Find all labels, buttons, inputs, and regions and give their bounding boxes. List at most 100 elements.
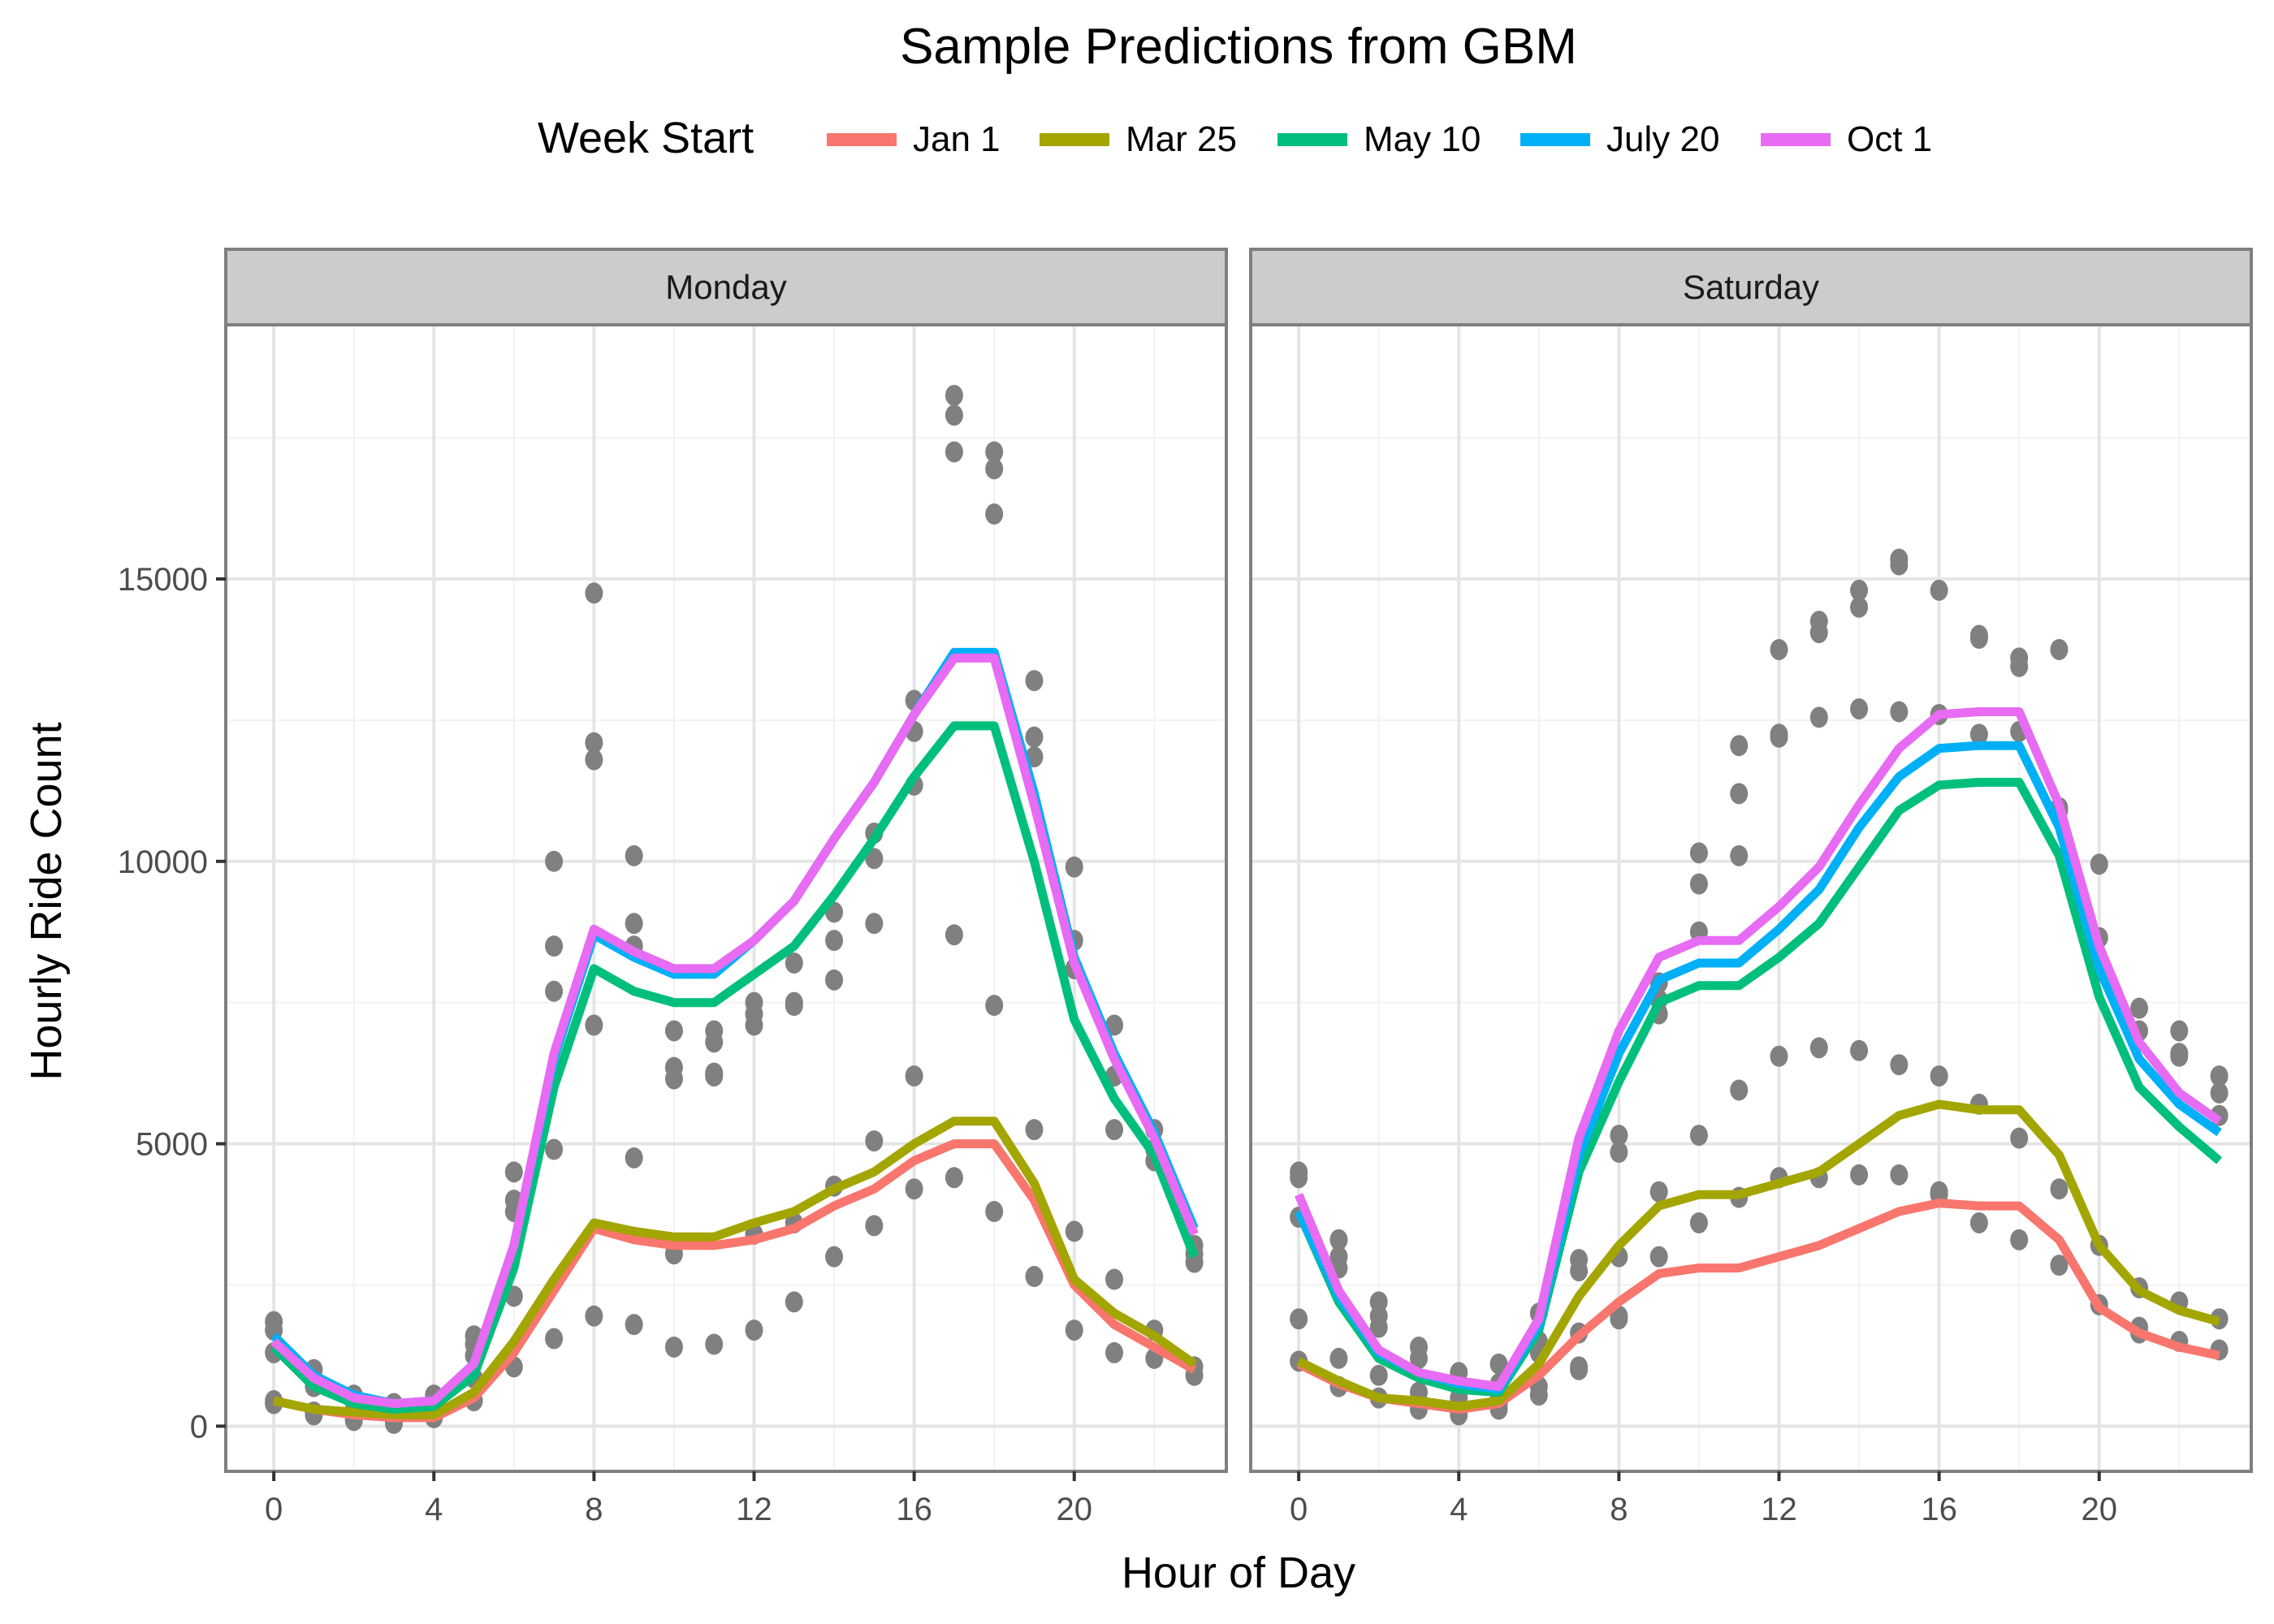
- data-point: [1969, 1212, 1988, 1233]
- data-point: [2050, 1255, 2069, 1276]
- data-point: [985, 441, 1004, 463]
- data-point: [1969, 628, 1988, 650]
- data-point: [945, 1167, 963, 1189]
- data-point: [1890, 1164, 1909, 1186]
- data-point: [1570, 1260, 1589, 1282]
- x-tick-label: 20: [1056, 1492, 1092, 1527]
- gridlines: [226, 325, 1226, 1471]
- facet-strip: [1249, 248, 2253, 326]
- legend-item: July 20: [1520, 119, 1719, 159]
- y-axis-title: Hourly Ride Count: [22, 722, 71, 1080]
- data-point: [1890, 701, 1909, 723]
- data-point: [705, 1065, 724, 1087]
- series-line-july-20: [1295, 741, 2222, 1394]
- data-point: [1290, 1167, 1308, 1189]
- data-point: [1809, 706, 1828, 728]
- data-point: [1290, 1308, 1308, 1330]
- facet-strip-label: Saturday: [1683, 268, 1819, 306]
- data-point: [905, 1065, 923, 1087]
- legend-label: July 20: [1606, 119, 1719, 159]
- data-point: [745, 1014, 763, 1036]
- data-point: [625, 1314, 643, 1336]
- data-point: [1065, 1320, 1083, 1341]
- data-point: [545, 1138, 564, 1160]
- data-point: [1770, 1045, 1788, 1067]
- data-point: [1105, 1341, 1124, 1363]
- x-tick-label: 20: [2081, 1492, 2117, 1527]
- data-point: [865, 1130, 884, 1152]
- data-point: [2170, 1020, 2189, 1042]
- data-point: [1329, 1229, 1348, 1250]
- x-tick-label: 16: [1921, 1492, 1957, 1527]
- data-point: [2010, 655, 2029, 677]
- data-point: [1689, 1212, 1708, 1233]
- data-point: [2010, 1127, 2029, 1149]
- data-point: [1065, 856, 1083, 878]
- legend: Week Start Jan 1 Mar 25 May 10 July 20 Oct 1: [538, 114, 1932, 162]
- data-point: [1329, 1347, 1348, 1369]
- panel-border: [1249, 323, 2253, 1473]
- data-point: [1689, 842, 1708, 864]
- data-point: [1730, 783, 1749, 805]
- data-point: [1890, 1054, 1909, 1076]
- data-point: [545, 1328, 564, 1350]
- data-point: [1105, 1268, 1124, 1290]
- data-point: [1369, 1364, 1388, 1386]
- data-point: [664, 1020, 683, 1042]
- x-tick-label: 0: [265, 1492, 283, 1527]
- y-tick-label: 0: [190, 1409, 208, 1445]
- legend-key: [1278, 133, 1347, 146]
- legend-key: [1040, 133, 1109, 146]
- data-point: [2210, 1082, 2229, 1104]
- data-point: [1930, 1065, 1948, 1087]
- data-point: [825, 930, 844, 952]
- data-point: [945, 441, 963, 463]
- series-line-may-10: [1295, 777, 2223, 1397]
- panel-border: [224, 323, 1228, 1473]
- data-point: [1025, 726, 1044, 748]
- x-tick-label: 4: [1450, 1492, 1468, 1527]
- legend-label: Mar 25: [1126, 119, 1237, 159]
- data-point: [1489, 1353, 1508, 1375]
- legend-item: Jan 1: [827, 119, 1001, 159]
- data-point: [2130, 997, 2149, 1019]
- legend-key: [1761, 133, 1831, 146]
- legend-label: Jan 1: [913, 119, 1001, 159]
- data-point: [625, 913, 643, 935]
- x-axis-title: Hour of Day: [1122, 1548, 1355, 1597]
- data-point: [1025, 1266, 1044, 1288]
- legend-item: Mar 25: [1040, 119, 1237, 159]
- data-point: [545, 850, 564, 872]
- y-tick-label: 10000: [118, 844, 208, 880]
- data-point: [1065, 1220, 1083, 1242]
- data-point: [905, 1178, 923, 1200]
- data-point: [945, 384, 963, 406]
- legend-label: Oct 1: [1847, 119, 1932, 159]
- chart-title: Sample Predictions from GBM: [900, 19, 1577, 75]
- panel-monday: Monday 0 4 8 12 16 20 0 5000 10000 15000: [118, 248, 1228, 1527]
- series-line-july-20: [270, 647, 1199, 1408]
- x-tick-label: 16: [896, 1492, 932, 1527]
- data-point: [585, 732, 603, 754]
- data-point: [1809, 1037, 1828, 1059]
- data-point: [625, 1147, 643, 1168]
- facet-panels: Monday 0 4 8 12 16 20 0 5000 10000 15000 Saturday 0 4…: [118, 248, 2253, 1527]
- legend-key: [1520, 133, 1590, 146]
- data-point: [2170, 1045, 2189, 1067]
- data-point: [545, 935, 564, 957]
- observed-points: [1290, 548, 2229, 1426]
- x-tick-label: 4: [425, 1492, 443, 1527]
- legend-item: Oct 1: [1761, 119, 1932, 159]
- data-point: [1850, 1039, 1869, 1061]
- series-line-may-10: [270, 721, 1199, 1414]
- legend-title: Week Start: [538, 114, 754, 162]
- facet-strip-label: Monday: [665, 268, 786, 306]
- data-point: [1850, 1164, 1869, 1186]
- data-point: [1649, 1181, 1668, 1203]
- data-point: [1649, 1246, 1668, 1268]
- data-point: [1730, 844, 1749, 866]
- data-point: [664, 1068, 683, 1090]
- panel-saturday: Saturday 0 4 8 12 16 20: [1249, 248, 2253, 1527]
- data-point: [2090, 853, 2108, 875]
- data-point: [985, 458, 1004, 480]
